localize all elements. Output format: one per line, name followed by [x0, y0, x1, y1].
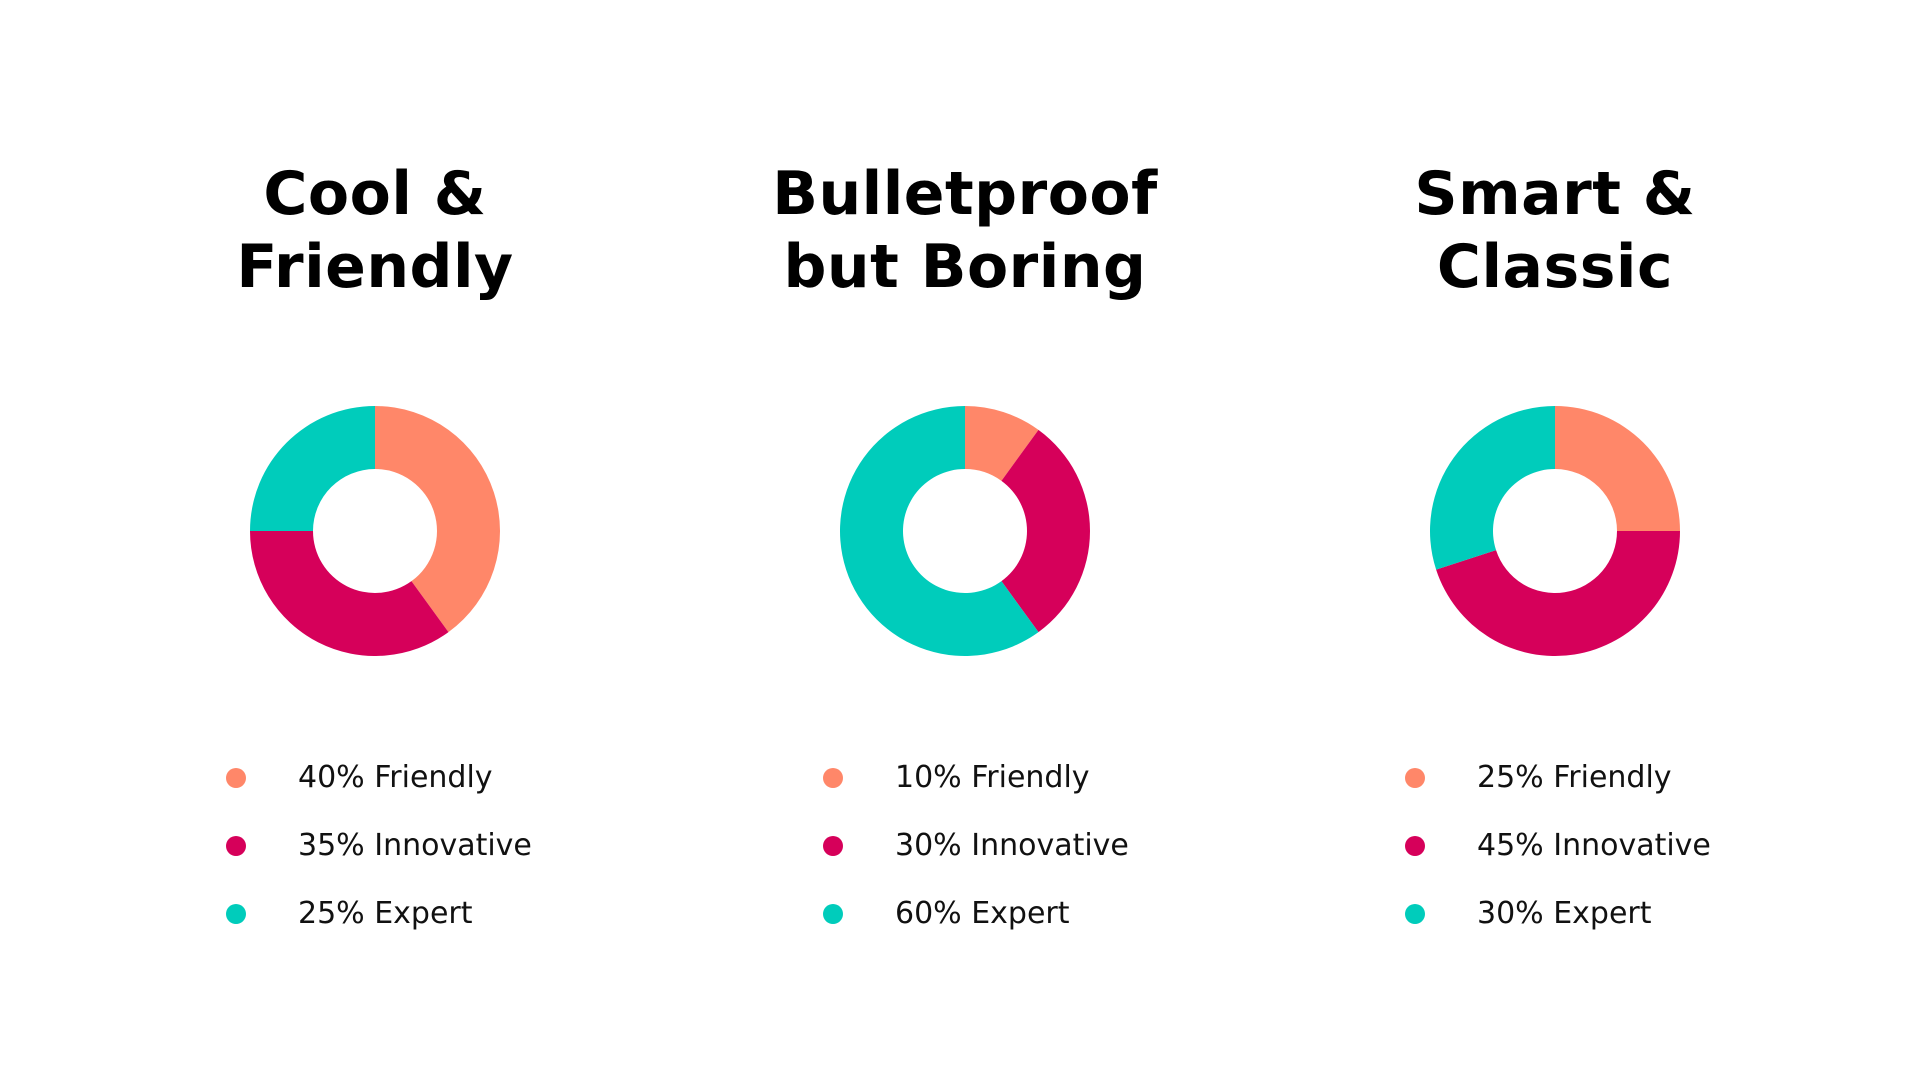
legend-label-innovative: 35% Innovative [298, 828, 532, 863]
chart-title: Cool & Friendly [55, 158, 695, 304]
donut-slice-expert [1430, 406, 1555, 570]
donut-slice-friendly [965, 406, 1039, 481]
legend-dot-innovative [226, 836, 246, 856]
donut-slice-expert [840, 406, 1039, 656]
legend-label-expert: 30% Expert [1477, 896, 1652, 931]
chart-title-line-2: but Boring [783, 232, 1147, 302]
legend-dot-friendly [823, 768, 843, 788]
donut-chart [250, 406, 500, 656]
legend-label-friendly: 25% Friendly [1477, 760, 1672, 795]
legend-label-expert: 25% Expert [298, 896, 473, 931]
chart-panel-cool-friendly: Cool & Friendly 40% Friendly 35% Innovat… [55, 0, 695, 1080]
legend-label-expert: 60% Expert [895, 896, 1070, 931]
legend-label-innovative: 30% Innovative [895, 828, 1129, 863]
legend-dot-friendly [226, 768, 246, 788]
legend-dot-innovative [1405, 836, 1425, 856]
donut-chart [840, 406, 1090, 656]
legend-dot-friendly [1405, 768, 1425, 788]
donut-slice-friendly [1555, 406, 1680, 531]
legend-label-friendly: 10% Friendly [895, 760, 1090, 795]
chart-title: Smart & Classic [1235, 158, 1875, 304]
donut-slice-innovative [1436, 531, 1680, 656]
chart-title-line-1: Bulletproof [772, 159, 1158, 229]
legend-dot-innovative [823, 836, 843, 856]
chart-title: Bulletproof but Boring [645, 158, 1285, 304]
legend-label-innovative: 45% Innovative [1477, 828, 1711, 863]
donut-slice-innovative [1001, 429, 1090, 633]
legend-dot-expert [226, 904, 246, 924]
chart-title-line-1: Cool & [263, 159, 487, 229]
donut-slice-expert [250, 406, 375, 531]
legend-dot-expert [823, 904, 843, 924]
chart-panel-bulletproof-boring: Bulletproof but Boring 10% Friendly 30% … [645, 0, 1285, 1080]
legend-dot-expert [1405, 904, 1425, 924]
chart-title-line-2: Classic [1436, 232, 1674, 302]
donut-slice-friendly [375, 406, 500, 633]
donut-slice-innovative [250, 531, 449, 656]
donut-chart [1430, 406, 1680, 656]
legend-label-friendly: 40% Friendly [298, 760, 493, 795]
chart-title-line-1: Smart & [1414, 159, 1696, 229]
chart-panel-smart-classic: Smart & Classic 25% Friendly 45% Innovat… [1235, 0, 1875, 1080]
chart-title-line-2: Friendly [236, 232, 514, 302]
